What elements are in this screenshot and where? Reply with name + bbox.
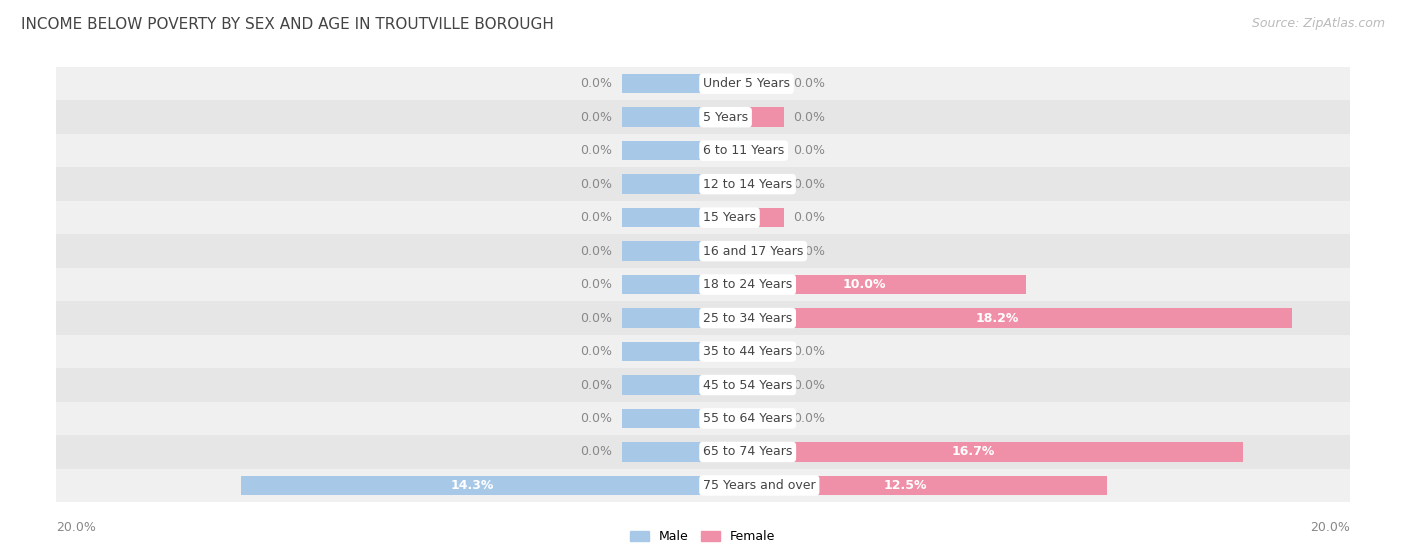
Text: 55 to 64 Years: 55 to 64 Years [703, 412, 793, 425]
Text: 14.3%: 14.3% [450, 479, 494, 492]
Bar [621, 275, 703, 294]
Text: Under 5 Years: Under 5 Years [703, 77, 790, 90]
Text: 0.0%: 0.0% [581, 77, 613, 90]
Text: 16.7%: 16.7% [952, 445, 994, 459]
Bar [621, 108, 703, 127]
Bar [621, 309, 703, 328]
Text: Source: ZipAtlas.com: Source: ZipAtlas.com [1251, 17, 1385, 30]
Text: 0.0%: 0.0% [581, 144, 613, 157]
Text: 16 and 17 Years: 16 and 17 Years [703, 244, 803, 258]
Text: 0.0%: 0.0% [793, 244, 825, 258]
Bar [56, 268, 1350, 301]
Bar [56, 301, 1350, 335]
Bar [56, 368, 1350, 402]
Bar [621, 242, 703, 261]
Text: 12 to 14 Years: 12 to 14 Years [703, 177, 792, 191]
Text: 0.0%: 0.0% [581, 177, 613, 191]
Bar [703, 175, 785, 194]
Bar [56, 201, 1350, 234]
Text: 15 Years: 15 Years [703, 211, 756, 224]
Text: 20.0%: 20.0% [56, 521, 96, 533]
Text: 65 to 74 Years: 65 to 74 Years [703, 445, 793, 459]
Text: 18 to 24 Years: 18 to 24 Years [703, 278, 792, 291]
Bar [56, 234, 1350, 268]
Bar [703, 108, 785, 127]
Bar [621, 442, 703, 461]
Bar [56, 134, 1350, 167]
Bar [56, 100, 1350, 134]
Bar [621, 409, 703, 428]
Text: 0.0%: 0.0% [581, 244, 613, 258]
Text: 0.0%: 0.0% [793, 144, 825, 157]
Bar [56, 167, 1350, 201]
Bar [703, 242, 785, 261]
Text: 6 to 11 Years: 6 to 11 Years [703, 144, 785, 157]
Text: INCOME BELOW POVERTY BY SEX AND AGE IN TROUTVILLE BOROUGH: INCOME BELOW POVERTY BY SEX AND AGE IN T… [21, 17, 554, 32]
Text: 45 to 54 Years: 45 to 54 Years [703, 378, 793, 392]
Legend: Male, Female: Male, Female [626, 525, 780, 548]
Text: 0.0%: 0.0% [793, 77, 825, 90]
Text: 5 Years: 5 Years [703, 110, 748, 124]
Text: 75 Years and over: 75 Years and over [703, 479, 815, 492]
Text: 18.2%: 18.2% [976, 311, 1019, 325]
Bar [240, 476, 703, 495]
Text: 12.5%: 12.5% [883, 479, 927, 492]
Bar [703, 376, 785, 395]
Bar [703, 275, 1026, 294]
Text: 0.0%: 0.0% [581, 412, 613, 425]
Bar [703, 476, 1108, 495]
Bar [621, 141, 703, 160]
Text: 35 to 44 Years: 35 to 44 Years [703, 345, 792, 358]
Bar [56, 469, 1350, 502]
Text: 0.0%: 0.0% [793, 177, 825, 191]
Bar [703, 342, 785, 361]
Bar [621, 175, 703, 194]
Bar [703, 309, 1292, 328]
Text: 0.0%: 0.0% [581, 345, 613, 358]
Bar [621, 342, 703, 361]
Text: 25 to 34 Years: 25 to 34 Years [703, 311, 792, 325]
Text: 0.0%: 0.0% [581, 211, 613, 224]
Bar [703, 141, 785, 160]
Text: 10.0%: 10.0% [844, 278, 886, 291]
Text: 0.0%: 0.0% [581, 278, 613, 291]
Bar [56, 335, 1350, 368]
Text: 0.0%: 0.0% [581, 445, 613, 459]
Bar [703, 74, 785, 93]
Text: 0.0%: 0.0% [793, 110, 825, 124]
Text: 0.0%: 0.0% [793, 378, 825, 392]
Text: 20.0%: 20.0% [1310, 521, 1350, 533]
Bar [56, 435, 1350, 469]
Text: 0.0%: 0.0% [581, 378, 613, 392]
Text: 0.0%: 0.0% [793, 412, 825, 425]
Bar [703, 442, 1243, 461]
Text: 0.0%: 0.0% [581, 311, 613, 325]
Text: 0.0%: 0.0% [793, 211, 825, 224]
Text: 0.0%: 0.0% [793, 345, 825, 358]
Bar [621, 74, 703, 93]
Text: 0.0%: 0.0% [581, 110, 613, 124]
Bar [703, 208, 785, 227]
Bar [56, 67, 1350, 100]
Bar [703, 409, 785, 428]
Bar [621, 208, 703, 227]
Bar [56, 402, 1350, 435]
Bar [621, 376, 703, 395]
